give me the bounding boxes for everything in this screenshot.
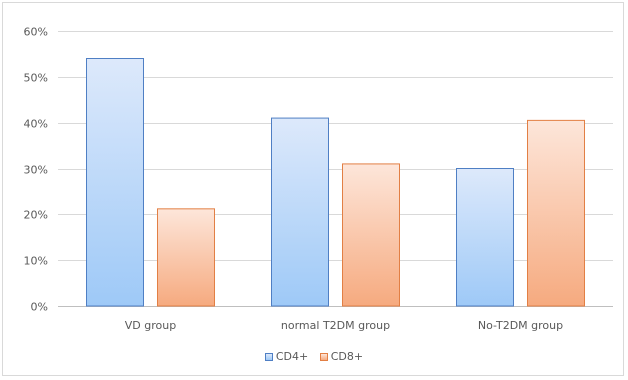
gridlines [58,31,613,307]
legend-label-cd8: CD8+ [330,350,364,363]
x-tick-label: No-T2DM group [478,319,563,332]
bar-cd4-2 [456,168,514,307]
legend: CD4+ CD8+ [0,350,628,364]
y-axis-ticks: 0% 10% 20% 30% 40% 50% 60% [24,26,48,314]
bar-cd8-2 [527,119,585,307]
y-tick-label: 10% [24,255,48,268]
y-tick-label: 60% [24,26,48,39]
x-axis-ticks: VD group normal T2DM group No-T2DM group [125,319,563,332]
legend-swatch-cd4 [264,352,273,361]
x-tick-label: VD group [125,319,176,332]
legend-item-cd4: CD4+ [264,350,309,363]
y-tick-label: 0% [31,301,48,314]
y-tick-label: 40% [24,118,48,131]
bars [86,58,585,307]
legend-swatch-cd8 [319,352,328,361]
y-tick-label: 20% [24,209,48,222]
y-tick-label: 50% [24,72,48,85]
bar-cd8-0 [157,208,215,307]
y-tick-label: 30% [24,164,48,177]
legend-item-cd8: CD8+ [319,350,364,363]
bar-cd4-0 [86,58,144,307]
legend-label-cd4: CD4+ [275,350,309,363]
bar-cd8-1 [342,163,400,307]
bar-cd4-1 [271,117,329,307]
x-tick-label: normal T2DM group [281,319,390,332]
